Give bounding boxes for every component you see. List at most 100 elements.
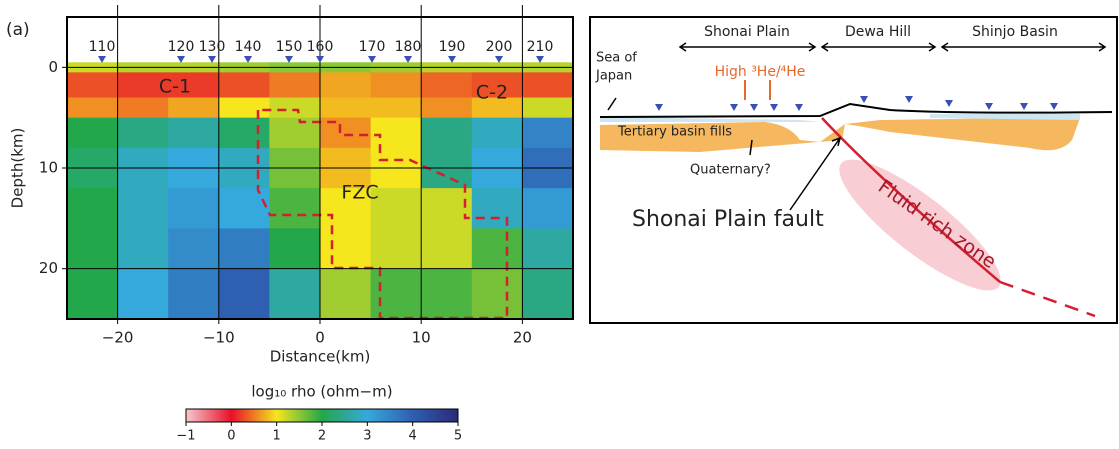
cell (118, 269, 169, 320)
cell (269, 98, 320, 119)
cell (168, 118, 219, 149)
cell (67, 118, 118, 149)
colorbar-tick-label: 3 (363, 429, 371, 444)
cell (118, 98, 169, 119)
cell (118, 188, 169, 229)
station-mark (208, 56, 216, 63)
cell (421, 228, 472, 269)
cell (168, 269, 219, 320)
cell (472, 269, 523, 320)
x-tick-label: 20 (513, 329, 532, 347)
station-label: 110 (89, 39, 116, 55)
cell (67, 98, 118, 119)
x-tick-label: −10 (203, 329, 235, 347)
panel-label: (a) (6, 20, 30, 40)
quaternary-label: Quaternary? (690, 163, 771, 178)
fault-label: Shonai Plain fault (632, 207, 824, 232)
sea-label: Sea of (596, 51, 637, 66)
cell (219, 118, 270, 149)
cell (472, 118, 523, 149)
y-tick-label: 10 (39, 159, 58, 177)
station-mark (495, 56, 503, 63)
cell (472, 188, 523, 229)
station-label: 180 (395, 39, 422, 55)
cell (371, 269, 422, 320)
colorbar-tick-label: 4 (409, 429, 417, 444)
cell (168, 188, 219, 229)
cell (269, 269, 320, 320)
x-tick-label: 0 (315, 329, 325, 347)
station-label: 150 (276, 39, 303, 55)
cell (522, 188, 573, 229)
fault-dashed (1000, 282, 1095, 316)
colorbar (186, 409, 458, 422)
station-label: 130 (199, 39, 226, 55)
cell (219, 228, 270, 269)
cell (421, 98, 472, 119)
cell (118, 228, 169, 269)
cell (219, 72, 270, 98)
station-mark (316, 56, 324, 63)
figure: (a) −20−100102001020Distance(km)Depth(km… (0, 0, 1119, 445)
stations (655, 96, 1058, 111)
cell (371, 98, 422, 119)
colorbar-tick-label: 1 (273, 429, 281, 444)
station-mark (368, 56, 376, 63)
y-tick-label: 20 (39, 259, 58, 277)
station-mark (285, 56, 293, 63)
cell (522, 269, 573, 320)
cell (320, 228, 371, 269)
basin-fill (845, 118, 1080, 150)
cell (522, 72, 573, 98)
x-tick-label: −20 (102, 329, 134, 347)
cell (67, 72, 118, 98)
region-label: C-1 (159, 76, 191, 98)
cell (67, 228, 118, 269)
colorbar-tick-label: −1 (176, 429, 195, 444)
station-mark (448, 56, 456, 63)
station-mark (177, 56, 185, 63)
colorbar-tick-label: 0 (227, 429, 235, 444)
basin-label: Tertiary basin fills (617, 125, 732, 140)
cell (522, 228, 573, 269)
schematic: Shonai Plain Dewa Hill Shinjo Basin Sea … (590, 17, 1117, 323)
cell (522, 98, 573, 119)
colorbar-tick-label: 2 (318, 429, 326, 444)
cell (522, 118, 573, 149)
station-label: 170 (359, 39, 386, 55)
helium-label: High ³He/⁴He (715, 64, 806, 80)
colorbar-tick-label: 5 (454, 429, 462, 444)
station-marks (655, 96, 1058, 111)
cell (320, 72, 371, 98)
x-axis-label: Distance(km) (270, 348, 371, 366)
cell (269, 228, 320, 269)
cell (421, 118, 472, 149)
station-mark (404, 56, 412, 63)
region-label: Shinjo Basin (972, 24, 1058, 40)
cell (371, 118, 422, 149)
station-mark (244, 56, 252, 63)
station-label: 120 (168, 39, 195, 55)
station-mark (536, 56, 544, 63)
x-tick-label: 10 (412, 329, 431, 347)
cell (219, 98, 270, 119)
cell (67, 188, 118, 229)
cell (371, 72, 422, 98)
cell (168, 98, 219, 119)
region-label: Dewa Hill (845, 24, 911, 40)
cell (118, 118, 169, 149)
station-mark (98, 56, 106, 63)
cell (219, 188, 270, 229)
cell (168, 228, 219, 269)
cell (320, 98, 371, 119)
cell (320, 269, 371, 320)
sea-label: Japan (595, 69, 632, 84)
cell (371, 228, 422, 269)
cell (421, 269, 472, 320)
cell (219, 269, 270, 320)
station-label: 140 (235, 39, 262, 55)
region-label: C-2 (476, 82, 508, 104)
cell (421, 188, 472, 229)
helium-arrows (745, 80, 770, 100)
